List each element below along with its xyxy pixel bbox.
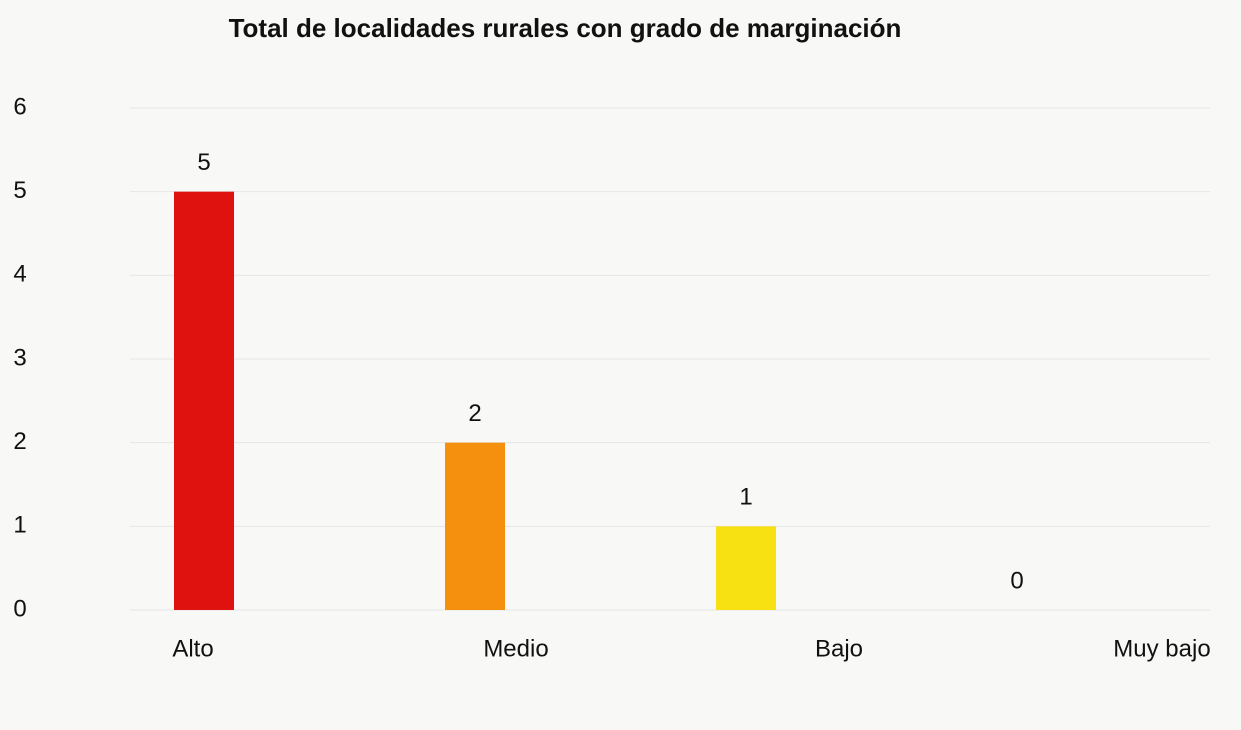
x-tick-label: Muy bajo [1113,635,1210,662]
chart-title: Total de localidades rurales con grado d… [229,13,902,43]
y-tick-label: 1 [13,512,26,539]
bar [716,526,776,610]
y-tick-label: 5 [13,177,26,204]
y-tick-label: 6 [13,93,26,120]
value-label: 5 [197,149,210,176]
bar [445,442,505,610]
x-tick-label: Medio [483,635,548,662]
y-tick-label: 0 [13,595,26,622]
x-tick-label: Alto [172,635,213,662]
y-tick-label: 3 [13,344,26,371]
x-tick-label: Bajo [815,635,863,662]
bar [174,191,234,610]
y-tick-label: 4 [13,261,26,288]
value-label: 1 [739,484,752,511]
value-label: 2 [468,400,481,427]
value-label: 0 [1010,567,1023,594]
y-tick-label: 2 [13,428,26,455]
